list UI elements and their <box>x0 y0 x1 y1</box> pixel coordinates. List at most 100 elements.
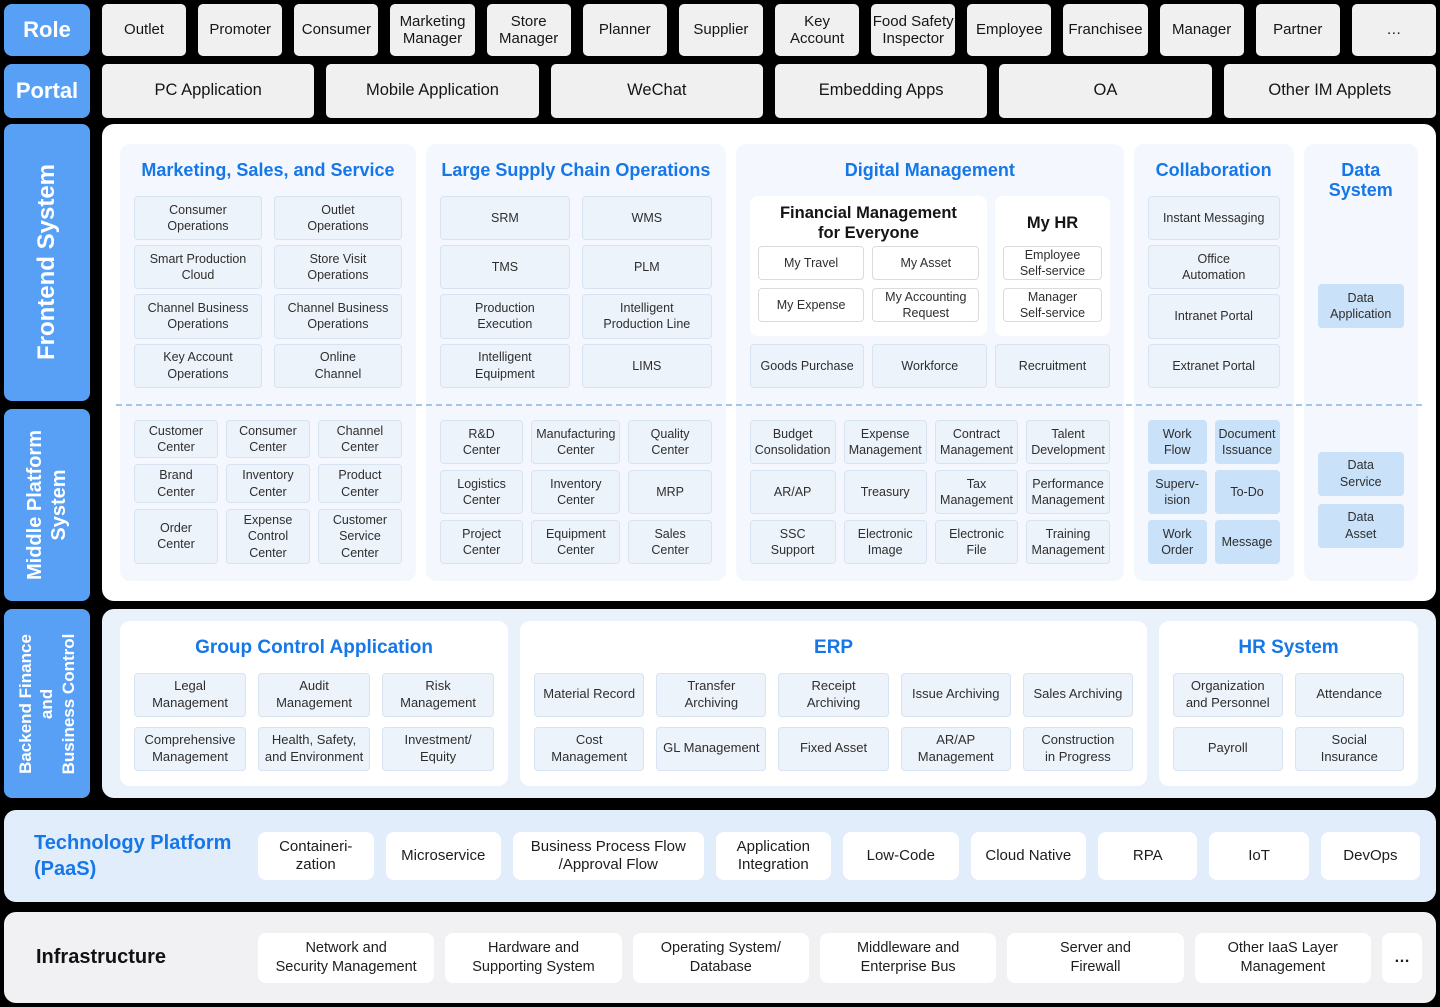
portal-item: Embedding Apps <box>774 63 988 118</box>
platform-region: Frontend System Middle Platform System M… <box>4 123 1436 601</box>
frontend-module: Office Automation <box>1147 245 1280 290</box>
middle-module: Product Center <box>317 464 402 504</box>
portal-row-label: Portal <box>4 63 90 118</box>
middle-module: Logistics Center <box>439 469 524 514</box>
frontend-module: My Expense <box>757 287 865 322</box>
card-collaboration: Collaboration Instant Messaging Office Au… <box>1133 143 1294 581</box>
backend-module: Health, Safety, and Environment <box>258 726 371 771</box>
backend-module: Transfer Archiving <box>656 672 767 717</box>
platform-side-labels: Frontend System Middle Platform System <box>4 123 90 601</box>
supply-middle-modules: R&D Center Manufacturing Center Quality Ce… <box>439 419 712 564</box>
frontend-module: Online Channel <box>273 343 402 388</box>
backend-module: Receipt Archiving <box>778 672 889 717</box>
frontend-module: Intranet Portal <box>1147 294 1280 339</box>
financial-items: My Travel My Asset My Expense My Accounting… <box>757 245 980 322</box>
paas-capability: Business Process Flow /Approval Flow <box>513 832 704 881</box>
infrastructure-region: Infrastructure Network and Security Mana… <box>4 912 1436 1004</box>
infrastructure-title: Infrastructure <box>36 946 167 969</box>
group-control-modules: Legal Management Audit Management Risk Man… <box>134 672 495 771</box>
backend-region: Backend Finance and Business Control Gro… <box>4 608 1436 799</box>
frontend-module: Intelligent Equipment <box>439 343 570 388</box>
role-item: Planner <box>582 4 667 56</box>
role-item: Promoter <box>198 4 283 56</box>
backend-module: Social Insurance <box>1294 726 1404 771</box>
paas-capability: Application Integration <box>715 832 832 881</box>
subcard-title: My HR <box>1026 213 1079 232</box>
frontend-module: Smart Production Cloud <box>134 245 262 290</box>
frontend-system-label: Frontend System <box>4 123 90 401</box>
card-supply-chain: Large Supply Chain Operations SRM WMS TMS P… <box>425 143 726 581</box>
middle-module: Work Flow <box>1147 419 1207 464</box>
middle-module: Brand Center <box>134 464 218 504</box>
role-item: … <box>1351 4 1436 56</box>
frontend-module: Recruitment <box>995 343 1110 388</box>
middle-module: Budget Consolidation <box>749 419 836 464</box>
portal-item: PC Application <box>102 63 315 118</box>
middle-module: Electronic File <box>934 519 1019 564</box>
middle-module: Data Asset <box>1317 503 1404 548</box>
middle-module: AR/AP <box>749 469 836 514</box>
frontend-module: Channel Business Operations <box>273 294 402 339</box>
role-item: Key Account <box>774 4 860 56</box>
card-title: ERP <box>814 636 854 658</box>
middle-module: Customer Service Center <box>317 509 402 564</box>
card-title: Large Supply Chain Operations <box>441 159 711 180</box>
infrastructure-item: Other IaaS Layer Management <box>1194 932 1371 983</box>
card-title: Group Control Application <box>195 636 433 658</box>
middle-module: Document Issuance <box>1214 419 1280 464</box>
frontend-module: TMS <box>439 245 570 290</box>
backend-module: Fixed Asset <box>778 726 889 771</box>
data-system-middle-modules: Data Service Data Asset <box>1317 430 1404 569</box>
middle-module: Order Center <box>134 509 218 564</box>
frontend-module: Consumer Operations <box>134 195 262 241</box>
paas-items: Containeri- zation Microservice Business P… <box>258 832 1421 881</box>
infrastructure-more-item: … <box>1382 932 1422 983</box>
subcard-financial-management: Financial Management for Everyone My Tra… <box>749 195 988 336</box>
card-hr-system: HR System Organization and Personnel Atte… <box>1159 620 1418 787</box>
role-item: Marketing Manager <box>390 4 475 56</box>
backend-container: Group Control Application Legal Manageme… <box>102 608 1436 799</box>
frontend-module: WMS <box>581 195 712 241</box>
infrastructure-item: Network and Security Management <box>258 932 435 983</box>
middle-module: Training Management <box>1026 519 1110 564</box>
role-item: Employee <box>967 4 1052 56</box>
backend-module: Comprehensive Management <box>134 726 247 771</box>
frontend-module: Key Account Operations <box>134 343 262 388</box>
portal-item: Other IM Applets <box>1223 63 1436 118</box>
middle-module: Equipment Center <box>531 519 621 564</box>
frontend-module: PLM <box>581 245 712 290</box>
backend-module: Organization and Personnel <box>1173 672 1283 717</box>
backend-finance-label: Backend Finance and Business Control <box>4 608 90 799</box>
frontend-module: Production Execution <box>439 294 570 339</box>
frontend-module: Extranet Portal <box>1147 343 1280 388</box>
paas-capability: Cloud Native <box>970 832 1087 881</box>
middle-module: Performance Management <box>1026 469 1110 514</box>
role-item: Store Manager <box>486 4 571 56</box>
middle-module: Work Order <box>1147 519 1207 564</box>
portal-item: Mobile Application <box>326 63 539 118</box>
frontend-module: Store Visit Operations <box>273 245 402 290</box>
middle-module: R&D Center <box>439 419 524 464</box>
my-hr-items: Employee Self-service Manager Self-servic… <box>1003 245 1102 322</box>
marketing-frontend-modules: Consumer Operations Outlet Operations Smar… <box>134 195 402 388</box>
middle-module: Inventory Center <box>225 464 310 504</box>
paas-capability: Containeri- zation <box>258 832 374 881</box>
frontend-module: My Travel <box>757 245 865 280</box>
backend-module: Cost Management <box>534 726 645 771</box>
role-item: Manager <box>1159 4 1244 56</box>
middle-module: Consumer Center <box>225 419 310 459</box>
backend-module: Issue Archiving <box>900 672 1011 717</box>
role-item: Supplier <box>678 4 763 56</box>
middle-module: Quality Center <box>628 419 712 464</box>
marketing-middle-modules: Customer Center Consumer Center Channel Ce… <box>134 419 402 564</box>
paas-capability: DevOps <box>1320 832 1421 881</box>
middle-module: Electronic Image <box>843 519 927 564</box>
middle-module: Superv- ision <box>1147 469 1207 514</box>
backend-module: Payroll <box>1173 726 1283 771</box>
middle-module: Project Center <box>439 519 524 564</box>
role-item: Consumer <box>294 4 379 56</box>
infrastructure-item: Middleware and Enterprise Bus <box>819 932 997 983</box>
digital-middle-modules: Budget Consolidation Expense Management Co… <box>749 419 1110 564</box>
backend-module: AR/AP Management <box>900 726 1011 771</box>
card-title: Digital Management <box>844 159 1015 180</box>
